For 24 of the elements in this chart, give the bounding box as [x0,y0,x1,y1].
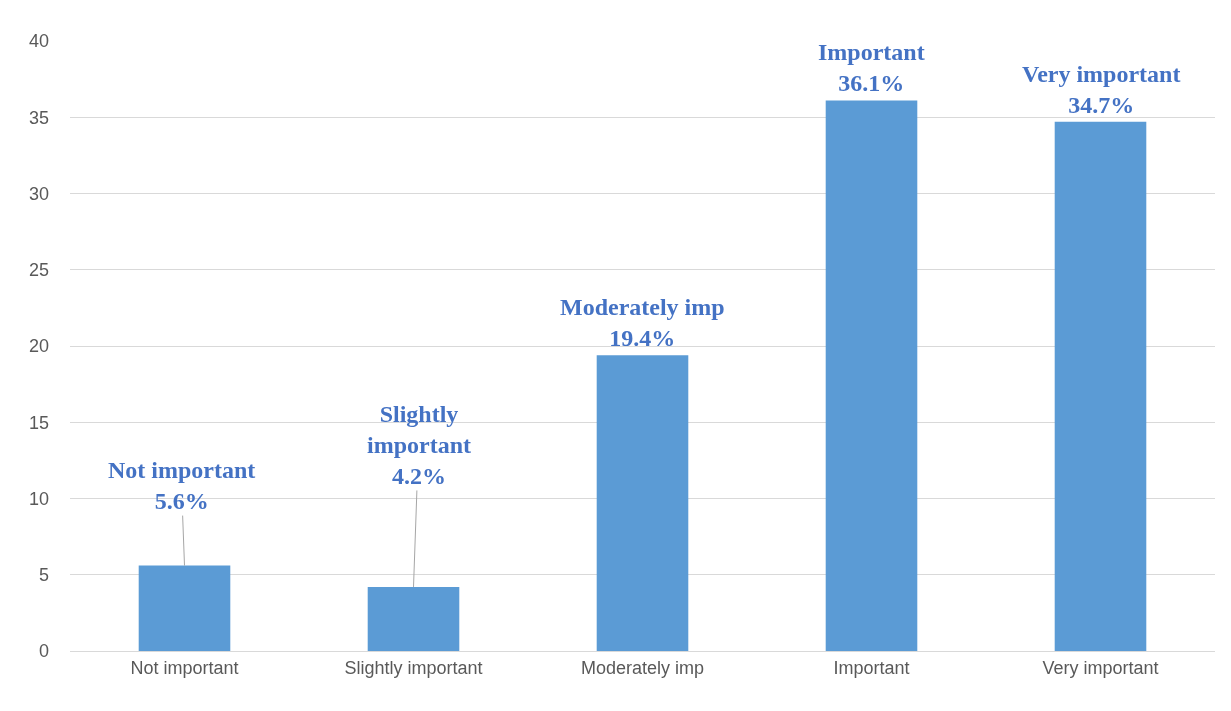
data-label: Very important 34.7% [1022,61,1181,119]
x-tick-label: Moderately imp [580,657,705,678]
data-label: Not important 5.6% [108,457,256,515]
y-tick-label: 35 [28,107,49,128]
y-tick-label: 40 [28,31,49,52]
y-tick-label: 25 [28,260,49,281]
y-tick-label: 15 [28,412,49,433]
data-label: Important 36.1% [818,39,925,97]
y-tick-label: 20 [28,336,49,357]
bar [825,100,918,651]
x-tick-label: Slightly important [344,657,483,678]
y-tick-label: 0 [38,641,49,662]
x-tick-label: Not important [130,657,239,678]
data-label: Moderately imp 19.4% [560,294,725,352]
x-tick-label: Important [833,657,910,678]
bar [596,355,689,651]
bar [1054,121,1147,651]
data-label: Slightly important 4.2% [367,401,471,490]
x-tick-label: Very important [1042,657,1159,678]
y-tick-label: 30 [28,183,49,204]
bar [138,565,231,651]
y-tick-label: 10 [28,488,49,509]
y-tick-label: 5 [38,565,49,586]
bar [367,586,460,651]
